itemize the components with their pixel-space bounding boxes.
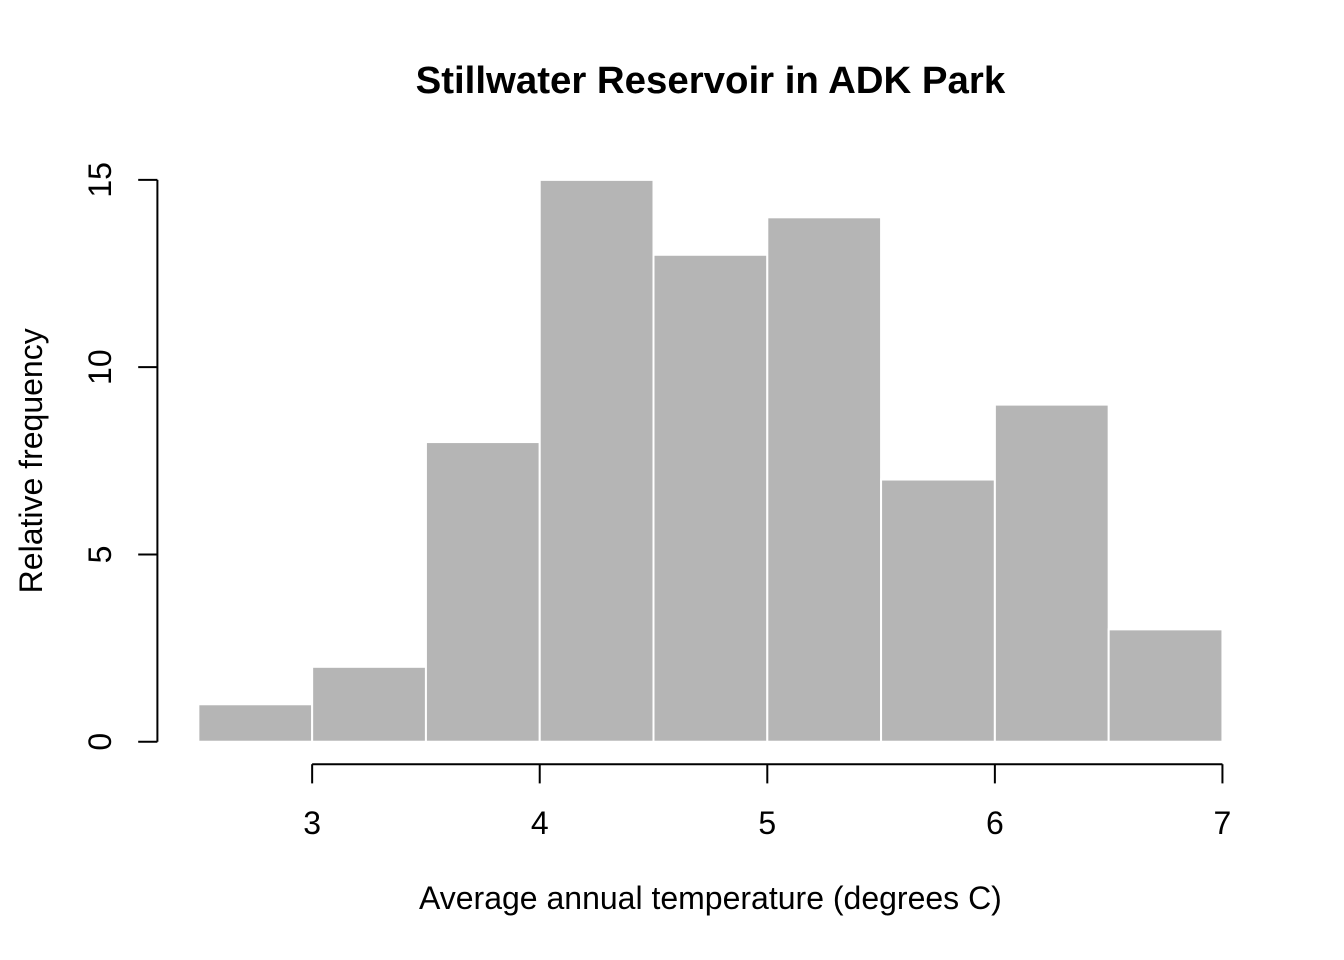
svg-text:5: 5 [82,546,118,564]
svg-text:Relative frequency: Relative frequency [13,328,49,593]
svg-text:Average annual temperature (de: Average annual temperature (degrees C) [419,880,1002,916]
svg-text:4: 4 [531,805,549,841]
svg-text:Stillwater Reservoir in ADK Pa: Stillwater Reservoir in ADK Park [416,59,1006,102]
svg-text:0: 0 [82,733,118,751]
svg-text:6: 6 [986,805,1004,841]
svg-text:7: 7 [1214,805,1232,841]
svg-text:15: 15 [82,162,118,198]
svg-text:5: 5 [758,805,776,841]
svg-text:3: 3 [303,805,321,841]
svg-text:10: 10 [82,349,118,385]
